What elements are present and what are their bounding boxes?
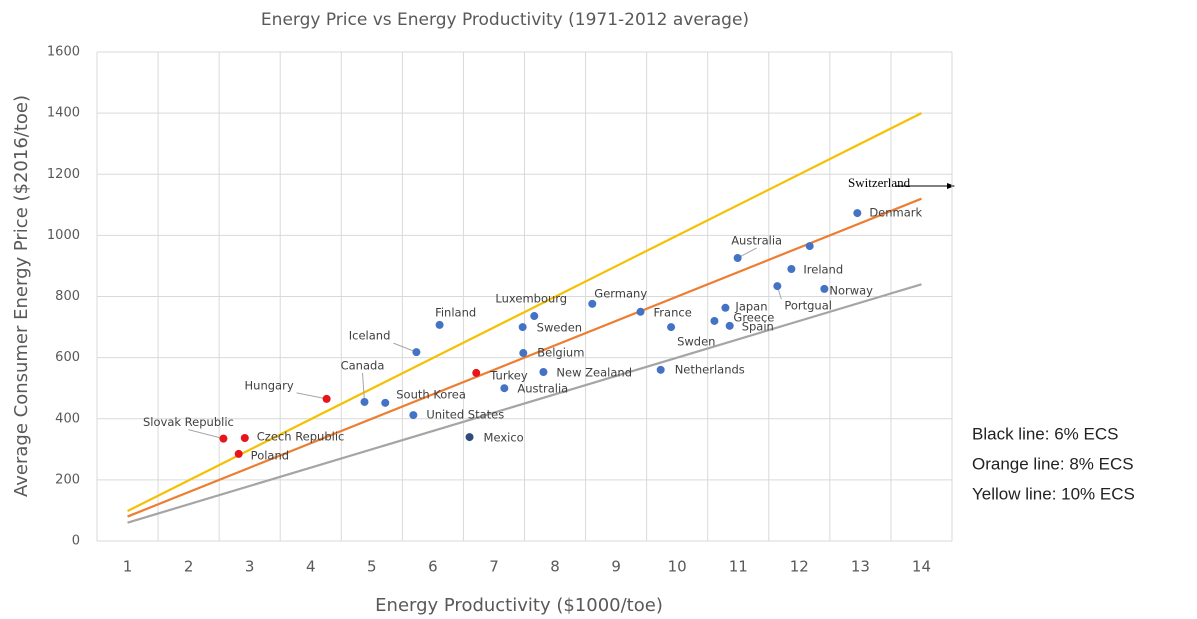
point-label: New Zealand xyxy=(556,365,632,379)
x-tick-label: 10 xyxy=(668,558,687,576)
point xyxy=(667,323,676,332)
point-label: Slovak Republic xyxy=(143,415,234,429)
point-label: Australia xyxy=(517,382,568,396)
point xyxy=(412,348,421,357)
point xyxy=(409,411,418,420)
y-tick-label: 1400 xyxy=(47,106,80,121)
point xyxy=(219,434,228,443)
annotation: Switzerland xyxy=(848,175,911,190)
point-label: Iceland xyxy=(349,329,391,343)
leader-line xyxy=(188,429,224,440)
chart-title: Energy Price vs Energy Productivity (197… xyxy=(261,10,749,30)
point-label: Czech Republic xyxy=(257,430,345,444)
x-tick-label: 7 xyxy=(489,558,499,576)
point-label: France xyxy=(654,305,692,319)
point-label: Denmark xyxy=(869,206,922,220)
x-tick-label: 9 xyxy=(611,558,621,576)
y-tick-label: 1000 xyxy=(47,228,80,243)
x-tick-label: 8 xyxy=(550,558,560,576)
point xyxy=(381,398,390,407)
point-label: Hungary xyxy=(245,378,294,392)
y-tick-label: 1600 xyxy=(47,45,80,60)
point-label: Norway xyxy=(829,283,873,297)
point-label: Swden xyxy=(677,335,715,349)
trend-line xyxy=(127,197,922,518)
x-tick-label: 2 xyxy=(184,558,194,576)
point-label: Japan xyxy=(734,299,767,313)
point xyxy=(435,320,444,329)
point xyxy=(240,434,249,443)
y-tick-label: 600 xyxy=(55,350,80,365)
point-label: Canada xyxy=(341,358,385,372)
y-axis-label: Average Consumer Energy Price ($2016/toe… xyxy=(11,95,32,497)
y-tick-label: 0 xyxy=(72,534,80,549)
x-tick-label: 3 xyxy=(245,558,255,576)
point xyxy=(322,394,331,403)
point xyxy=(773,282,782,291)
y-tick-label: 1200 xyxy=(47,167,80,182)
point xyxy=(588,299,597,308)
point-label: South Korea xyxy=(396,387,466,401)
x-axis-label: Energy Productivity ($1000/toe) xyxy=(375,595,663,616)
point xyxy=(360,397,369,406)
point xyxy=(787,264,796,273)
point-label: Greece xyxy=(733,310,774,324)
point xyxy=(465,433,474,442)
point-label: Australia xyxy=(731,233,782,247)
point xyxy=(519,349,528,358)
point xyxy=(539,367,548,376)
trend-line xyxy=(127,283,922,524)
point-label: Poland xyxy=(251,448,289,462)
leader-line xyxy=(296,392,327,400)
x-tick-label: 1 xyxy=(123,558,133,576)
x-tick-label: 13 xyxy=(851,558,870,576)
point-label: Finland xyxy=(435,305,476,319)
point-label: Belgium xyxy=(537,346,584,360)
point-label: Sweden xyxy=(537,321,582,335)
point xyxy=(518,323,527,332)
legend-note: Orange line: 8% ECS xyxy=(972,454,1134,473)
y-tick-label: 200 xyxy=(55,472,80,487)
legend-note: Black line: 6% ECS xyxy=(972,424,1118,443)
point-label: Netherlands xyxy=(675,362,745,376)
point-label: Spain xyxy=(742,319,774,333)
point-label: Luxembourg xyxy=(495,292,567,306)
point-label: Germany xyxy=(594,286,647,300)
point xyxy=(472,368,481,377)
leader-line xyxy=(361,372,365,402)
leader-line xyxy=(393,342,417,353)
arrow-head xyxy=(947,183,955,189)
y-tick-label: 800 xyxy=(55,289,80,304)
point xyxy=(853,209,862,218)
point xyxy=(656,365,665,374)
legend-note: Yellow line: 10% ECS xyxy=(972,484,1135,503)
point-label: United States xyxy=(426,408,504,422)
point-label: Portgual xyxy=(784,299,832,313)
x-tick-label: 12 xyxy=(790,558,809,576)
point xyxy=(733,253,742,262)
x-tick-label: 6 xyxy=(428,558,438,576)
point xyxy=(710,316,719,325)
point xyxy=(721,303,730,312)
y-tick-label: 400 xyxy=(55,411,80,426)
point xyxy=(725,321,734,330)
point xyxy=(234,449,243,458)
point xyxy=(820,284,829,293)
point-label: Turkey xyxy=(489,368,528,382)
point xyxy=(530,312,539,321)
point-label: Ireland xyxy=(803,262,843,276)
x-tick-label: 11 xyxy=(729,558,748,576)
point-label: Mexico xyxy=(484,431,524,445)
x-tick-label: 5 xyxy=(367,558,377,576)
point xyxy=(805,242,814,251)
x-tick-label: 4 xyxy=(306,558,316,576)
point xyxy=(500,384,509,393)
trend-line xyxy=(127,112,922,513)
point xyxy=(636,307,645,316)
x-tick-label: 14 xyxy=(912,558,931,576)
